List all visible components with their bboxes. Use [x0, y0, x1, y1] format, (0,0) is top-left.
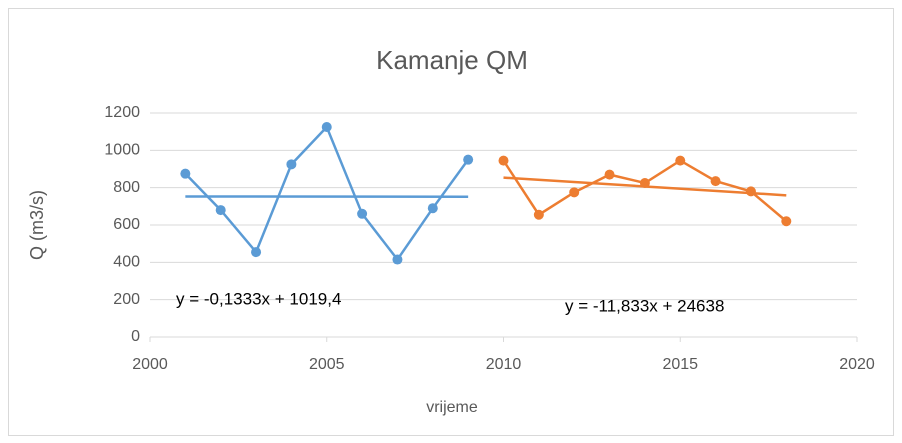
data-point	[604, 169, 615, 180]
data-point	[392, 254, 403, 265]
x-axis-label: vrijeme	[426, 399, 478, 416]
y-tick-label: 200	[113, 291, 140, 308]
data-point	[569, 187, 580, 198]
data-point	[745, 186, 756, 197]
data-point	[321, 122, 332, 132]
y-tick-label: 0	[131, 328, 140, 345]
trendline-equation: y = -11,833x + 24638	[565, 296, 724, 315]
data-point	[251, 247, 262, 258]
data-point	[675, 155, 686, 166]
x-tick-label: 2010	[486, 356, 522, 373]
data-point	[286, 159, 297, 170]
data-point	[781, 216, 792, 227]
data-point	[215, 205, 226, 216]
data-point	[427, 203, 438, 214]
chart-border	[8, 8, 894, 436]
x-tick-label: 2005	[309, 356, 345, 373]
data-point	[639, 178, 650, 188]
data-point	[533, 209, 544, 220]
y-tick-label: 1000	[104, 142, 140, 159]
trendline-equation: y = -0,1333x + 1019,4	[176, 289, 341, 308]
data-point	[710, 176, 721, 187]
x-tick-label: 2020	[839, 356, 875, 373]
x-tick-label: 2015	[662, 356, 698, 373]
y-tick-label: 1200	[104, 104, 140, 121]
data-point	[498, 155, 509, 166]
y-tick-label: 600	[113, 216, 140, 233]
data-point	[463, 154, 474, 165]
chart-title: Kamanje QM	[376, 45, 528, 75]
y-tick-label: 800	[113, 179, 140, 196]
y-tick-label: 400	[113, 254, 140, 271]
data-point	[180, 168, 191, 179]
data-point	[357, 208, 368, 219]
y-axis-label: Q (m3/s)	[27, 190, 47, 260]
x-tick-label: 2000	[132, 356, 168, 373]
